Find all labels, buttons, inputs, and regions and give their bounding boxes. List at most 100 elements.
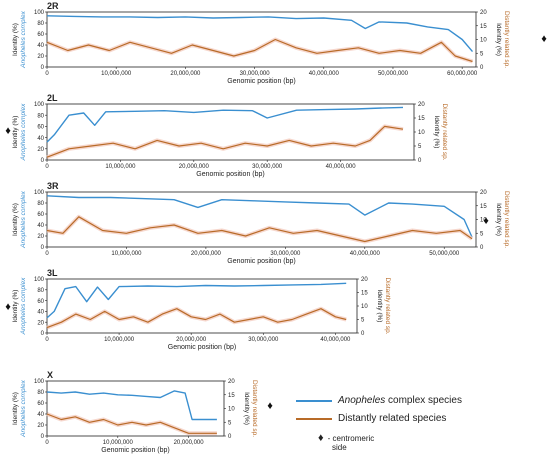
legend-anopheles-em: Anopheles xyxy=(338,395,386,406)
y-right-tick-label: 5 xyxy=(480,51,484,57)
y-right-tick-label: 0 xyxy=(480,65,484,71)
y-left-tick-label: 100 xyxy=(34,190,45,196)
y-right-tick-label: 5 xyxy=(418,144,422,150)
x-axis-label: Genomic position (bp) xyxy=(196,171,264,178)
y-left-label-b: Anopheles complex xyxy=(20,103,27,161)
legend-anopheles-label: Anopheles complex species xyxy=(338,395,462,406)
x-tick-label: 0 xyxy=(45,164,49,170)
y-right-tick-label: 0 xyxy=(418,158,422,164)
x-tick-label: 30,000,000 xyxy=(252,164,283,170)
legend-distant-label: Distantly related species xyxy=(338,413,447,424)
series-anopheles-line xyxy=(46,106,404,143)
chart-title: 3R xyxy=(47,181,59,191)
x-tick-label: 40,000,000 xyxy=(350,251,381,257)
series-distant-line xyxy=(46,38,473,63)
centromere-note: ♦ - centromeric side xyxy=(318,433,375,453)
y-right-tick-label: 0 xyxy=(480,245,484,251)
y-left-tick-label: 0 xyxy=(41,434,45,440)
x-tick-label: 40,000,000 xyxy=(309,71,340,77)
series-anopheles-line xyxy=(46,390,217,421)
y-left-tick-label: 40 xyxy=(37,43,44,49)
y-left-label-b: Anopheles complex xyxy=(20,277,27,335)
y-left-tick-label: 0 xyxy=(41,331,45,337)
chart-2r: 2R 0 20 40 60 80 100 0 5 10 15 20 0 10,000,000 20,000,… xyxy=(12,1,547,85)
y-left-tick-label: 80 xyxy=(37,390,44,396)
plot-frame xyxy=(46,380,225,437)
y-left-tick-label: 20 xyxy=(37,147,44,153)
y-left-tick-label: 0 xyxy=(41,245,45,251)
x-tick-label: 20,000,000 xyxy=(191,251,222,257)
y-left-tick-label: 100 xyxy=(34,379,45,385)
y-left-tick-label: 60 xyxy=(37,299,44,305)
y-left-label-b: Anopheles complex xyxy=(20,379,27,437)
y-left-tick-label: 0 xyxy=(41,158,45,164)
y-right-tick-label: 15 xyxy=(480,204,487,210)
y-right-label-a: Identity (%) xyxy=(495,23,502,56)
y-left-tick-label: 20 xyxy=(37,234,44,240)
x-tick-label: 0 xyxy=(45,251,49,257)
y-right-tick-label: 5 xyxy=(228,420,232,426)
y-right-tick-label: 20 xyxy=(480,190,487,196)
centromere-diamond-icon: ♦ xyxy=(267,400,273,412)
y-right-label-a: Identity (%) xyxy=(376,290,383,323)
x-tick-label: 40,000,000 xyxy=(320,337,351,343)
y-right-tick-label: 10 xyxy=(480,38,487,44)
y-right-tick-label: 20 xyxy=(361,277,368,283)
y-left-label-a: Identity (%) xyxy=(12,203,19,236)
x-tick-label: 60,000,000 xyxy=(447,71,478,77)
x-tick-label: 20,000,000 xyxy=(174,440,205,446)
series-distant-band xyxy=(46,214,474,244)
centromere-diamond-icon: ♦ xyxy=(483,215,489,227)
series-distant-line xyxy=(46,308,347,329)
y-left-label-a: Identity (%) xyxy=(12,116,19,149)
plot-frame xyxy=(46,11,477,68)
x-tick-label: 50,000,000 xyxy=(378,71,409,77)
centromere-note-line1: - centromeric xyxy=(327,434,375,443)
y-left-tick-label: 20 xyxy=(37,320,44,326)
plot-frame xyxy=(46,191,477,248)
x-tick-label: 10,000,000 xyxy=(101,71,132,77)
chart-title: 2L xyxy=(47,93,58,103)
legend-distant: Distantly related species xyxy=(296,413,446,424)
y-left-label-a: Identity (%) xyxy=(12,290,19,323)
series-anopheles-line xyxy=(46,15,474,53)
y-left-label-a: Identity (%) xyxy=(12,23,19,56)
y-right-tick-label: 10 xyxy=(228,407,235,413)
series-distant-line xyxy=(46,125,404,158)
y-left-tick-label: 60 xyxy=(37,212,44,218)
chart-title: 3L xyxy=(47,268,58,278)
y-right-tick-label: 15 xyxy=(418,116,425,122)
chart-3l: 3L 0 20 40 60 80 100 0 5 10 15 20 0 10,000,000 20,000,… xyxy=(5,268,391,351)
y-right-tick-label: 20 xyxy=(228,379,235,385)
x-tick-label: 20,000,000 xyxy=(176,337,207,343)
x-tick-label: 0 xyxy=(45,440,49,446)
legend-anopheles-rest: complex species xyxy=(385,395,462,406)
y-right-label-b: Distantly related sp. xyxy=(251,380,258,437)
legend-distant-swatch xyxy=(296,417,332,420)
y-left-label-b: Anopheles complex xyxy=(20,190,27,248)
y-right-tick-label: 0 xyxy=(228,434,232,440)
x-axis-label: Genomic position (bp) xyxy=(168,344,236,351)
y-right-tick-label: 0 xyxy=(361,331,365,337)
x-tick-label: 10,000,000 xyxy=(111,251,142,257)
y-right-label-b: Distantly related sp. xyxy=(441,103,448,160)
y-left-tick-label: 40 xyxy=(37,136,44,142)
y-left-tick-label: 40 xyxy=(37,223,44,229)
x-tick-label: 10,000,000 xyxy=(104,337,135,343)
y-right-tick-label: 5 xyxy=(361,318,365,324)
legend-anopheles-swatch xyxy=(296,399,332,402)
chart-title: X xyxy=(47,370,53,380)
series-anopheles-line xyxy=(46,282,347,319)
y-left-label-b: Anopheles complex xyxy=(20,10,27,68)
chart-x: X 0 20 40 60 80 100 0 5 10 15 20 0 10,000,000 20,000,0… xyxy=(12,370,273,454)
y-left-tick-label: 100 xyxy=(34,10,45,16)
y-left-tick-label: 60 xyxy=(37,401,44,407)
y-left-label-a: Identity (%) xyxy=(12,392,19,425)
y-left-tick-label: 20 xyxy=(37,54,44,60)
series-distant-band xyxy=(46,124,404,160)
plot-frame xyxy=(46,103,415,161)
y-left-tick-label: 60 xyxy=(37,125,44,131)
series-distant-line xyxy=(46,413,217,434)
x-tick-label: 40,000,000 xyxy=(326,164,357,170)
